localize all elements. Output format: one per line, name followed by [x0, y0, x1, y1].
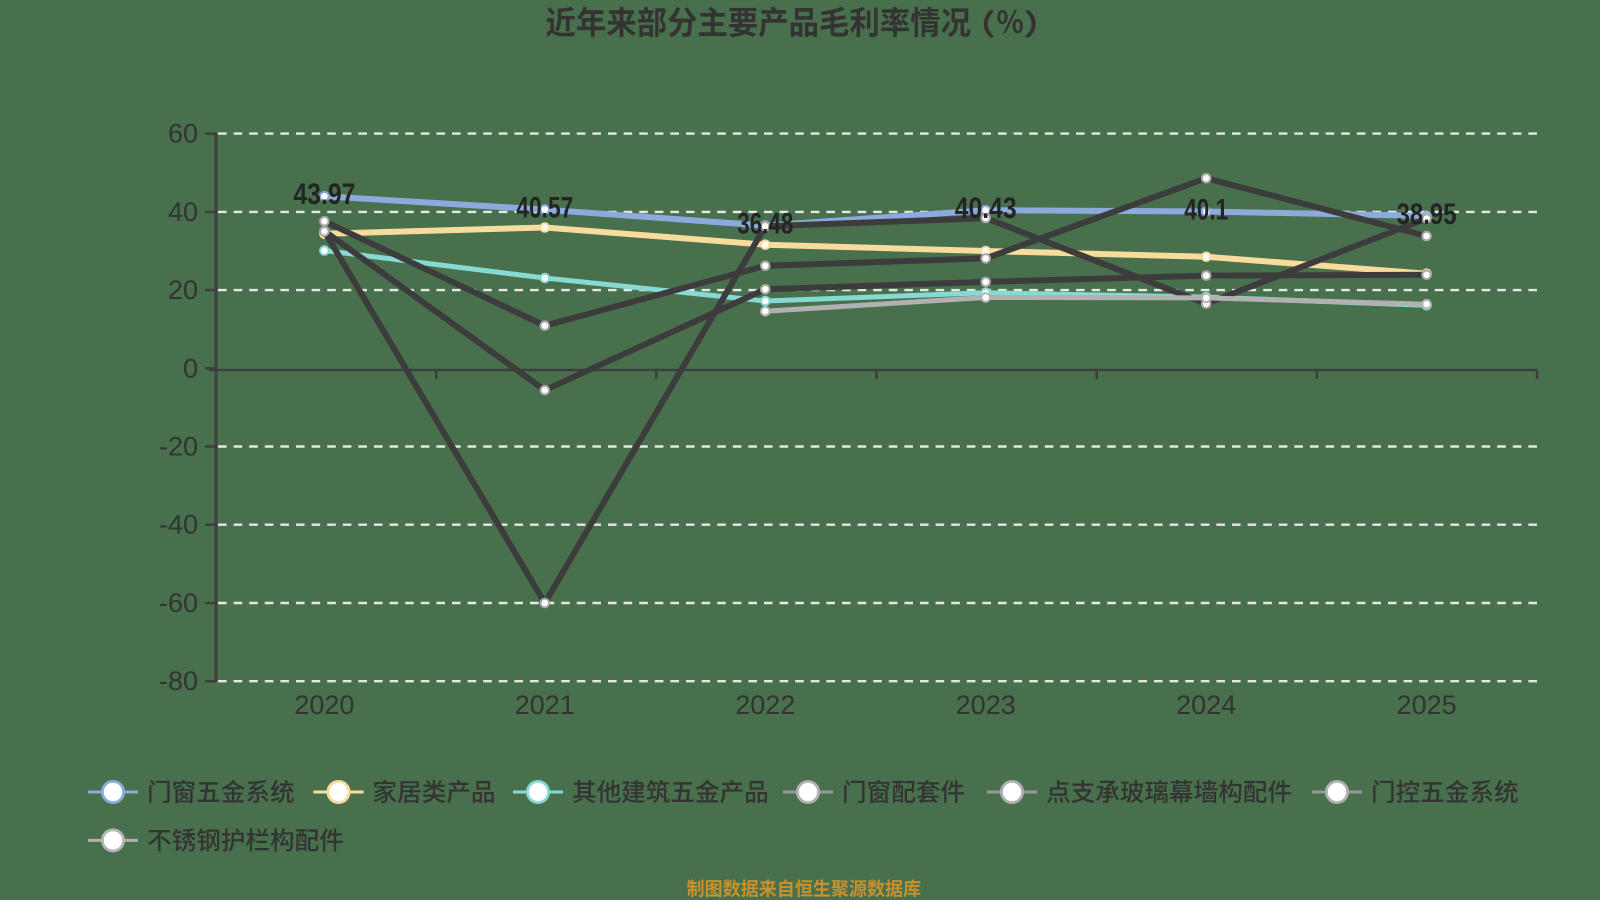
svg-text:40.43: 40.43	[955, 192, 1017, 225]
svg-text:0: 0	[183, 353, 198, 383]
svg-text:36.48: 36.48	[737, 207, 793, 240]
svg-text:2025: 2025	[1397, 690, 1457, 720]
svg-text:2021: 2021	[515, 690, 575, 720]
svg-text:2020: 2020	[294, 690, 354, 720]
svg-text:38.95: 38.95	[1397, 198, 1457, 231]
svg-text:2023: 2023	[956, 690, 1016, 720]
svg-text:-40: -40	[159, 510, 198, 540]
svg-text:43.97: 43.97	[293, 178, 355, 211]
svg-text:20: 20	[168, 275, 198, 305]
svg-text:40: 40	[168, 197, 198, 227]
svg-text:40.57: 40.57	[516, 191, 573, 224]
svg-text:-60: -60	[159, 588, 198, 618]
svg-text:-20: -20	[159, 432, 198, 462]
svg-text:-80: -80	[159, 666, 198, 696]
svg-text:2024: 2024	[1176, 690, 1236, 720]
svg-text:40.1: 40.1	[1184, 193, 1228, 226]
svg-text:60: 60	[168, 119, 198, 149]
svg-text:2022: 2022	[735, 690, 795, 720]
